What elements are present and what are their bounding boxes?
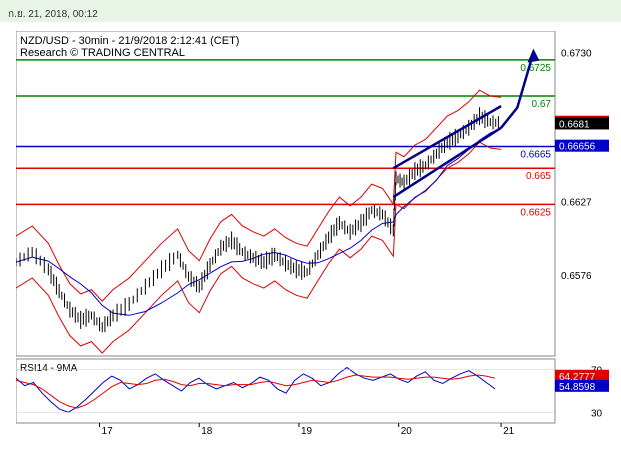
rsi-price-tag <box>555 369 609 382</box>
chart-frame: NZD/USD - 30min - 21/9/2018 2:12:41 (CET… <box>15 30 613 437</box>
rsi-series <box>15 374 496 409</box>
price-tag <box>555 139 609 152</box>
projection-arrowhead <box>527 48 540 63</box>
rsi-group <box>15 366 555 413</box>
y-tick-label: 0.6730 <box>561 49 592 60</box>
x-tick-label: 18 <box>201 426 213 435</box>
upper-band <box>15 89 502 302</box>
rsi-plot-border <box>15 358 556 424</box>
level-label: 0.6665 <box>520 150 551 161</box>
x-tick-label: 21 <box>503 426 515 435</box>
price-group <box>15 48 540 354</box>
projection-line <box>500 52 535 129</box>
price-tag-label: 0.66656 <box>559 142 596 153</box>
rsi-price-tag-label: 64.2777 <box>559 372 596 383</box>
price-tag <box>555 117 609 130</box>
lower-band <box>15 141 502 354</box>
y-tick-label: 0.6576 <box>561 271 592 282</box>
channel-upper <box>392 105 502 170</box>
level-label: 0.6725 <box>520 63 551 74</box>
price-tag-label: 0.6681 <box>559 119 590 130</box>
levels-group: 0.6725 0.67 0.6665 0.665 0.6625 <box>16 59 555 218</box>
x-tick-label: 17 <box>102 426 114 435</box>
header-bar: ก.ย. 21, 2018, 00:12 <box>0 0 621 22</box>
chart-subtitle: Research © TRADING CENTRAL <box>20 47 185 59</box>
x-tick-label: 20 <box>401 426 413 435</box>
chart-title: NZD/USD - 30min - 21/9/2018 2:12:41 (CET… <box>20 35 239 47</box>
chart-svg: NZD/USD - 30min - 21/9/2018 2:12:41 (CET… <box>15 30 609 437</box>
rsi-price-tag <box>555 379 609 392</box>
level-label: 0.67 <box>532 99 552 110</box>
x-tick-label: 19 <box>301 426 313 435</box>
rsi-price-tag-label: 54.8598 <box>559 382 596 393</box>
rsi-title: RSI14 - 9MA <box>20 363 78 374</box>
timestamp-label: ก.ย. 21, 2018, 00:12 <box>8 9 98 20</box>
level-label: 0.665 <box>526 171 551 182</box>
level-label: 0.6625 <box>520 207 551 218</box>
main-plot-border <box>15 30 556 357</box>
rsi-series <box>15 366 496 413</box>
channel-lower <box>392 126 502 199</box>
y-tick-label: 0.6627 <box>561 197 592 208</box>
rsi-y-tick-label: 30 <box>591 408 603 419</box>
